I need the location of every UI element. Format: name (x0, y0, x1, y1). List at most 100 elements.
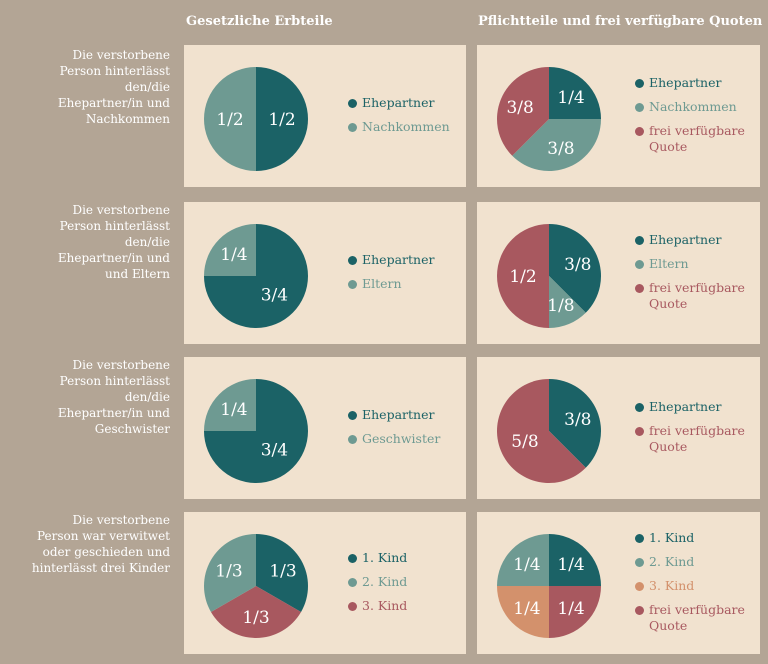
legend-label: Quote (649, 139, 688, 154)
pie-right-4-slice-1-kind (549, 534, 601, 586)
panel-right-row-3: 3/8 5/8 Ehepartner frei verfügbare Quote (477, 357, 760, 499)
legend-label: Ehepartner (362, 252, 435, 267)
legend-right-row-4: 1. Kind 2. Kind 3. Kind frei verfügbare Quot… (635, 530, 745, 642)
panel-right-row-1: 1/4 3/8 3/8 Ehepartner Nachkommen frei verfüg… (477, 45, 760, 187)
legend-label: Nachkommen (362, 119, 450, 134)
pie-right-2-label-frei-verfügbare-quote: 1/2 (509, 267, 536, 287)
pie-left-4-label-1-kind: 1/3 (269, 561, 296, 581)
legend-left-row-3: Ehepartner Geschwister (348, 407, 440, 455)
legend-item: frei verfügbare Quote (635, 123, 745, 155)
legend-item: Ehepartner (635, 75, 745, 91)
legend-item: Ehepartner (348, 252, 434, 268)
pie-right-1-slice-frei-verfügbare-quote (497, 67, 549, 156)
legend-item: Ehepartner (635, 399, 745, 415)
legend-dot-icon (348, 256, 357, 265)
pie-right-4-label-2-kind: 1/4 (513, 555, 540, 575)
legend-right-row-1: Ehepartner Nachkommen frei verfügbare Quote (635, 75, 745, 163)
pie-right-4-slice-frei-verfügbare-quote (549, 586, 601, 638)
row-label-line: und Eltern (105, 267, 170, 281)
pie-right-2-label-eltern: 1/8 (547, 296, 574, 316)
legend-label: 3. Kind (649, 578, 695, 593)
panel-right-row-4: 1/4 1/4 1/4 1/4 1. Kind 2. Kind 3. Kind frei ve… (477, 512, 760, 654)
pie-left-1-label-ehepartner: 1/2 (268, 110, 295, 130)
row-label-1: Die verstorbene Person hinterlässt den/die… (8, 47, 170, 127)
panel-right-row-2: 3/8 1/8 1/2 Ehepartner Eltern frei verfügbare… (477, 202, 760, 344)
legend-dot-icon (348, 578, 357, 587)
pie-right-4-slice-3-kind (497, 586, 549, 638)
legend-item: frei verfügbare Quote (635, 423, 745, 455)
legend-dot-icon (635, 606, 644, 615)
legend-label: Quote (649, 296, 688, 311)
header-pflichtteile: Pflichtteile und frei verfügbare Quoten (478, 14, 763, 29)
pie-left-1-slice-ehepartner (256, 67, 308, 171)
row-label-line: oder geschieden und (42, 545, 170, 559)
pie-right-4-slice-2-kind (497, 534, 549, 586)
legend-dot-icon (348, 554, 357, 563)
legend-item: Eltern (348, 276, 434, 292)
row-label-line: Die verstorbene (72, 358, 170, 372)
row-label-line: Person hinterlässt (59, 374, 170, 388)
legend-label: Eltern (362, 276, 402, 291)
pie-right-2-slice-ehepartner (549, 224, 601, 313)
row-label-line: den/die (124, 80, 170, 94)
panel-left-row-2: 3/4 1/4 Ehepartner Eltern (184, 202, 466, 344)
row-label-line: Die verstorbene (72, 203, 170, 217)
pie-chart-right-row-2: 3/8 1/8 1/2 (497, 224, 601, 328)
pie-right-1-label-frei-verfügbare-quote: 3/8 (506, 98, 533, 118)
legend-dot-icon (635, 427, 644, 436)
legend-item: frei verfügbare Quote (635, 280, 745, 312)
legend-item: 3. Kind (348, 598, 407, 614)
legend-item: 2. Kind (348, 574, 407, 590)
pie-right-3-slice-ehepartner (549, 379, 601, 468)
pie-left-4-label-2-kind: 1/3 (215, 561, 242, 581)
pie-right-4-label-frei-verfügbare-quote: 1/4 (557, 599, 584, 619)
legend-item: Geschwister (348, 431, 440, 447)
row-label-3: Die verstorbene Person hinterlässt den/die… (8, 357, 170, 437)
row-label-2: Die verstorbene Person hinterlässt den/die… (8, 202, 170, 282)
header-gesetzliche-erbteile: Gesetzliche Erbteile (186, 14, 333, 29)
legend-dot-icon (635, 284, 644, 293)
legend-item: Eltern (635, 256, 745, 272)
pie-chart-left-row-1: 1/2 1/2 (204, 67, 308, 171)
pie-right-4-label-3-kind: 1/4 (513, 599, 540, 619)
panel-left-row-4: 1/3 1/3 1/3 1. Kind 2. Kind 3. Kind (184, 512, 466, 654)
legend-dot-icon (348, 602, 357, 611)
pie-right-2-slice-eltern (549, 276, 586, 328)
legend-item: Ehepartner (348, 95, 450, 111)
legend-left-row-1: Ehepartner Nachkommen (348, 95, 450, 143)
legend-dot-icon (635, 534, 644, 543)
legend-dot-icon (635, 582, 644, 591)
pie-chart-left-row-4: 1/3 1/3 1/3 (204, 534, 308, 638)
pie-left-2-label-eltern: 1/4 (220, 245, 247, 265)
pie-chart-left-row-3: 3/4 1/4 (204, 379, 308, 483)
legend-label: Quote (649, 618, 688, 633)
legend-label: Nachkommen (649, 99, 737, 114)
legend-right-row-3: Ehepartner frei verfügbare Quote (635, 399, 745, 463)
row-label-line: Person hinterlässt (59, 219, 170, 233)
row-label-line: Die verstorbene (72, 48, 170, 62)
legend-dot-icon (635, 127, 644, 136)
legend-item: Nachkommen (635, 99, 745, 115)
pie-right-1-label-nachkommen: 3/8 (547, 139, 574, 159)
legend-label: 1. Kind (649, 530, 695, 545)
pie-chart-right-row-1: 1/4 3/8 3/8 (497, 67, 601, 171)
legend-dot-icon (348, 411, 357, 420)
panel-left-row-3: 3/4 1/4 Ehepartner Geschwister (184, 357, 466, 499)
pie-left-3-label-geschwister: 1/4 (220, 400, 247, 420)
row-label-line: Ehepartner/in und (57, 406, 170, 420)
row-label-line: Nachkommen (85, 112, 170, 126)
pie-chart-right-row-4: 1/4 1/4 1/4 1/4 (497, 534, 601, 638)
legend-label: Eltern (649, 256, 689, 271)
legend-label: Quote (649, 439, 688, 454)
legend-dot-icon (635, 260, 644, 269)
pie-right-3-slice-frei-verfügbare-quote (497, 379, 586, 483)
legend-dot-icon (635, 558, 644, 567)
legend-dot-icon (635, 79, 644, 88)
pie-left-4-slice-2-kind (204, 534, 256, 612)
legend-item: 3. Kind (635, 578, 745, 594)
legend-label: frei verfügbare (649, 423, 745, 438)
legend-label: 3. Kind (362, 598, 408, 613)
pie-right-3-label-ehepartner: 3/8 (564, 410, 591, 430)
legend-dot-icon (635, 103, 644, 112)
pie-left-3-label-ehepartner: 3/4 (261, 440, 288, 460)
